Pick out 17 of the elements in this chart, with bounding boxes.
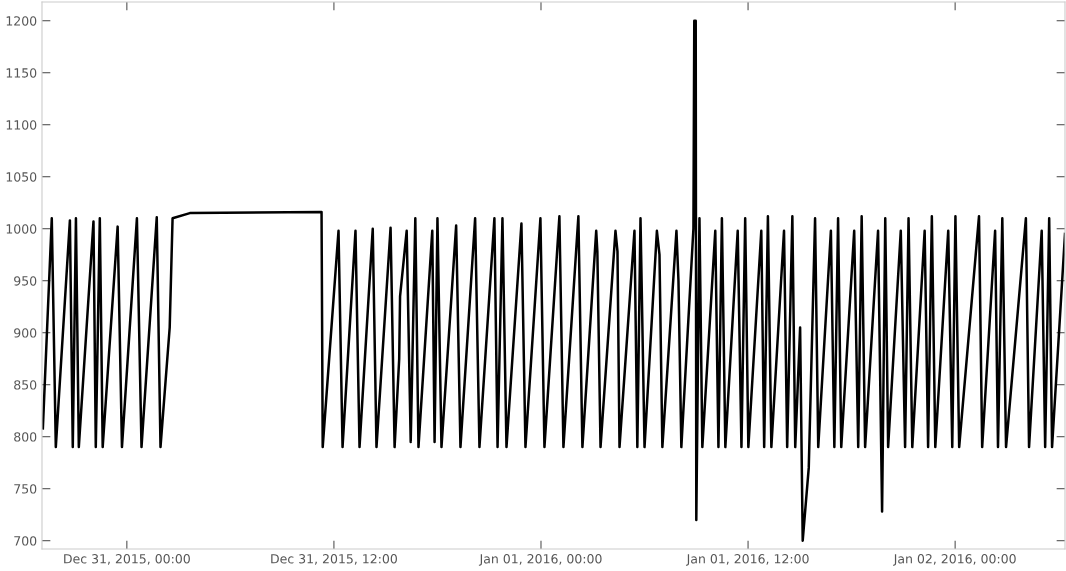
- y-tick-label: 900: [14, 328, 37, 338]
- x-tick-label: Jan 01, 2016, 00:00: [478, 554, 602, 566]
- y-tick-label: 1150: [6, 68, 37, 78]
- line-series: [42, 19, 1065, 542]
- y-tick-label: 800: [14, 432, 37, 442]
- x-tick-label: Jan 02, 2016, 00:00: [893, 554, 1016, 566]
- y-tick-label: 950: [14, 276, 37, 286]
- y-tick-label: 1200: [6, 16, 37, 26]
- y-tick-label: 1100: [6, 120, 37, 130]
- y-tick-label: 1050: [6, 172, 37, 182]
- x-tick-label: Jan 01, 2016, 12:00: [685, 554, 809, 566]
- y-tick-label: 750: [14, 484, 37, 494]
- x-tick-label: Dec 31, 2015, 00:00: [64, 554, 190, 565]
- y-tick-label: 1000: [6, 224, 37, 234]
- y-tick-label: 850: [14, 380, 37, 390]
- y-tick-label: 700: [14, 536, 37, 546]
- x-tick-label: Dec 31, 2015, 12:00: [271, 554, 397, 565]
